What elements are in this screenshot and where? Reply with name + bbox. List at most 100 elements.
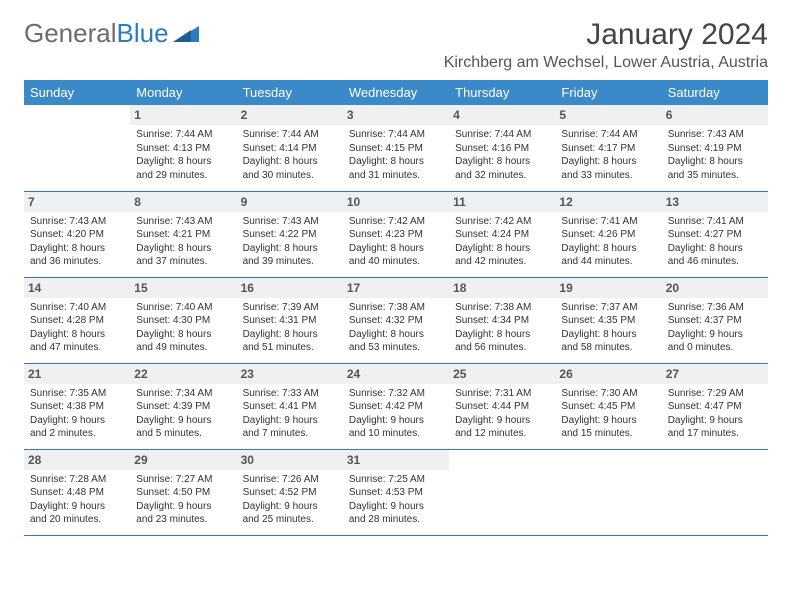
sunrise-text: Sunrise: 7:38 AM — [349, 301, 443, 315]
sunrise-text: Sunrise: 7:28 AM — [30, 473, 124, 487]
sunrise-text: Sunrise: 7:43 AM — [668, 128, 762, 142]
sunset-text: Sunset: 4:53 PM — [349, 486, 443, 500]
sunset-text: Sunset: 4:50 PM — [136, 486, 230, 500]
day-number: 24 — [343, 364, 449, 384]
daylight-text: Daylight: 9 hours and 15 minutes. — [561, 414, 655, 441]
day-number: 12 — [555, 192, 661, 212]
calendar-week-row: 7Sunrise: 7:43 AMSunset: 4:20 PMDaylight… — [24, 191, 768, 277]
sunset-text: Sunset: 4:44 PM — [455, 400, 549, 414]
calendar-cell: 10Sunrise: 7:42 AMSunset: 4:23 PMDayligh… — [343, 191, 449, 277]
calendar-body: 1Sunrise: 7:44 AMSunset: 4:13 PMDaylight… — [24, 105, 768, 535]
day-number: 6 — [662, 105, 768, 125]
weekday-header: Saturday — [662, 80, 768, 105]
sunrise-text: Sunrise: 7:31 AM — [455, 387, 549, 401]
calendar-cell: 19Sunrise: 7:37 AMSunset: 4:35 PMDayligh… — [555, 277, 661, 363]
day-number: 4 — [449, 105, 555, 125]
sunset-text: Sunset: 4:47 PM — [668, 400, 762, 414]
sunrise-text: Sunrise: 7:35 AM — [30, 387, 124, 401]
calendar-cell: 4Sunrise: 7:44 AMSunset: 4:16 PMDaylight… — [449, 105, 555, 191]
sunset-text: Sunset: 4:21 PM — [136, 228, 230, 242]
daylight-text: Daylight: 9 hours and 17 minutes. — [668, 414, 762, 441]
calendar-cell: 2Sunrise: 7:44 AMSunset: 4:14 PMDaylight… — [237, 105, 343, 191]
day-number: 26 — [555, 364, 661, 384]
sunrise-text: Sunrise: 7:44 AM — [561, 128, 655, 142]
daylight-text: Daylight: 8 hours and 36 minutes. — [30, 242, 124, 269]
daylight-text: Daylight: 9 hours and 12 minutes. — [455, 414, 549, 441]
calendar-cell: 17Sunrise: 7:38 AMSunset: 4:32 PMDayligh… — [343, 277, 449, 363]
weekday-header: Thursday — [449, 80, 555, 105]
sunset-text: Sunset: 4:31 PM — [243, 314, 337, 328]
day-number: 1 — [130, 105, 236, 125]
daylight-text: Daylight: 9 hours and 25 minutes. — [243, 500, 337, 527]
weekday-header: Monday — [130, 80, 236, 105]
calendar-cell: 5Sunrise: 7:44 AMSunset: 4:17 PMDaylight… — [555, 105, 661, 191]
daylight-text: Daylight: 8 hours and 58 minutes. — [561, 328, 655, 355]
sunrise-text: Sunrise: 7:40 AM — [136, 301, 230, 315]
sunset-text: Sunset: 4:28 PM — [30, 314, 124, 328]
sunset-text: Sunset: 4:30 PM — [136, 314, 230, 328]
month-title: January 2024 — [444, 18, 768, 52]
sunset-text: Sunset: 4:32 PM — [349, 314, 443, 328]
sunrise-text: Sunrise: 7:26 AM — [243, 473, 337, 487]
daylight-text: Daylight: 8 hours and 49 minutes. — [136, 328, 230, 355]
day-number: 27 — [662, 364, 768, 384]
day-number: 28 — [24, 450, 130, 470]
calendar-cell: 20Sunrise: 7:36 AMSunset: 4:37 PMDayligh… — [662, 277, 768, 363]
calendar-table: SundayMondayTuesdayWednesdayThursdayFrid… — [24, 80, 768, 536]
daylight-text: Daylight: 9 hours and 20 minutes. — [30, 500, 124, 527]
sunset-text: Sunset: 4:42 PM — [349, 400, 443, 414]
daylight-text: Daylight: 8 hours and 32 minutes. — [455, 155, 549, 182]
day-number: 25 — [449, 364, 555, 384]
sunset-text: Sunset: 4:16 PM — [455, 142, 549, 156]
calendar-cell: 16Sunrise: 7:39 AMSunset: 4:31 PMDayligh… — [237, 277, 343, 363]
sunset-text: Sunset: 4:39 PM — [136, 400, 230, 414]
calendar-cell: 23Sunrise: 7:33 AMSunset: 4:41 PMDayligh… — [237, 363, 343, 449]
logo-text-2: Blue — [117, 18, 169, 49]
weekday-header: Friday — [555, 80, 661, 105]
logo-triangle-icon — [173, 18, 199, 49]
calendar-cell: 3Sunrise: 7:44 AMSunset: 4:15 PMDaylight… — [343, 105, 449, 191]
calendar-cell: 8Sunrise: 7:43 AMSunset: 4:21 PMDaylight… — [130, 191, 236, 277]
calendar-cell: 29Sunrise: 7:27 AMSunset: 4:50 PMDayligh… — [130, 449, 236, 535]
calendar-week-row: 28Sunrise: 7:28 AMSunset: 4:48 PMDayligh… — [24, 449, 768, 535]
sunset-text: Sunset: 4:20 PM — [30, 228, 124, 242]
daylight-text: Daylight: 9 hours and 0 minutes. — [668, 328, 762, 355]
daylight-text: Daylight: 8 hours and 42 minutes. — [455, 242, 549, 269]
daylight-text: Daylight: 8 hours and 37 minutes. — [136, 242, 230, 269]
calendar-cell: 11Sunrise: 7:42 AMSunset: 4:24 PMDayligh… — [449, 191, 555, 277]
daylight-text: Daylight: 8 hours and 29 minutes. — [136, 155, 230, 182]
day-number: 8 — [130, 192, 236, 212]
sunrise-text: Sunrise: 7:38 AM — [455, 301, 549, 315]
calendar-cell: 13Sunrise: 7:41 AMSunset: 4:27 PMDayligh… — [662, 191, 768, 277]
calendar-cell: 25 Sunrise: 7:31 AMSunset: 4:44 PMDayligh… — [449, 363, 555, 449]
sunset-text: Sunset: 4:14 PM — [243, 142, 337, 156]
calendar-cell — [24, 105, 130, 191]
daylight-text: Daylight: 9 hours and 10 minutes. — [349, 414, 443, 441]
title-block: January 2024 Kirchberg am Wechsel, Lower… — [444, 18, 768, 72]
daylight-text: Daylight: 8 hours and 30 minutes. — [243, 155, 337, 182]
daylight-text: Daylight: 8 hours and 31 minutes. — [349, 155, 443, 182]
sunset-text: Sunset: 4:27 PM — [668, 228, 762, 242]
day-number: 14 — [24, 278, 130, 298]
calendar-cell: 27Sunrise: 7:29 AMSunset: 4:47 PMDayligh… — [662, 363, 768, 449]
daylight-text: Daylight: 8 hours and 39 minutes. — [243, 242, 337, 269]
calendar-cell: 18Sunrise: 7:38 AMSunset: 4:34 PMDayligh… — [449, 277, 555, 363]
day-number: 23 — [237, 364, 343, 384]
location: Kirchberg am Wechsel, Lower Austria, Aus… — [444, 54, 768, 72]
day-number: 16 — [237, 278, 343, 298]
sunrise-text: Sunrise: 7:41 AM — [561, 215, 655, 229]
calendar-cell: 7Sunrise: 7:43 AMSunset: 4:20 PMDaylight… — [24, 191, 130, 277]
daylight-text: Daylight: 8 hours and 46 minutes. — [668, 242, 762, 269]
daylight-text: Daylight: 9 hours and 5 minutes. — [136, 414, 230, 441]
daylight-text: Daylight: 8 hours and 44 minutes. — [561, 242, 655, 269]
sunset-text: Sunset: 4:48 PM — [30, 486, 124, 500]
sunrise-text: Sunrise: 7:39 AM — [243, 301, 337, 315]
calendar-cell: 22Sunrise: 7:34 AMSunset: 4:39 PMDayligh… — [130, 363, 236, 449]
sunset-text: Sunset: 4:45 PM — [561, 400, 655, 414]
calendar-cell — [449, 449, 555, 535]
sunset-text: Sunset: 4:13 PM — [136, 142, 230, 156]
weekday-header: Sunday — [24, 80, 130, 105]
calendar-cell: 12Sunrise: 7:41 AMSunset: 4:26 PMDayligh… — [555, 191, 661, 277]
calendar-cell: 6Sunrise: 7:43 AMSunset: 4:19 PMDaylight… — [662, 105, 768, 191]
daylight-text: Daylight: 9 hours and 28 minutes. — [349, 500, 443, 527]
